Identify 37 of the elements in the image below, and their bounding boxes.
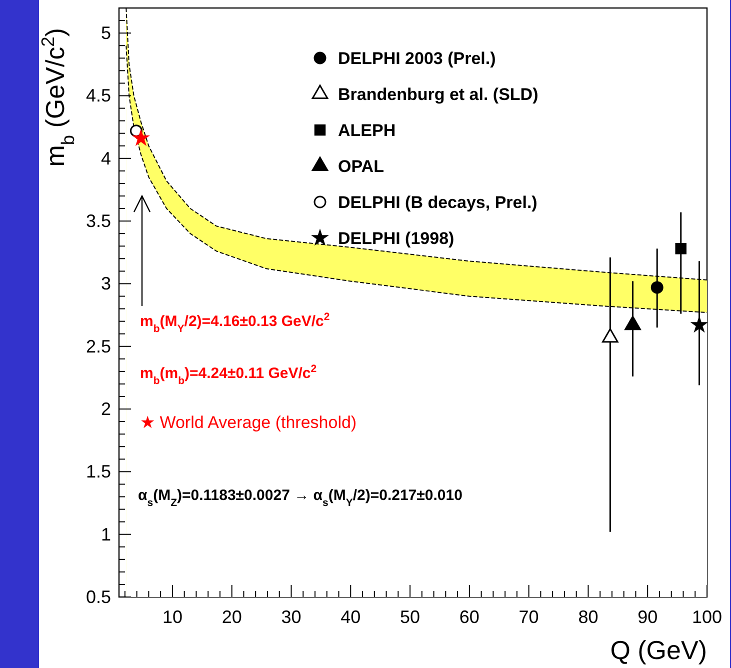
legend-label: Brandenburg et al. (SLD) [338,85,538,104]
point [692,317,707,332]
y-tick-label: 2 [100,399,111,420]
annotation: ★ World Average (threshold) [140,413,357,432]
point [134,130,148,145]
y-tick-label: 2.5 [86,336,111,356]
y-tick-label: 4.5 [86,86,111,106]
y-tick-label: 0.5 [86,587,111,607]
x-tick-label: 60 [459,607,480,627]
x-tick-label: 30 [281,607,302,627]
x-tick-label: 50 [400,607,420,627]
legend-label: ALEPH [338,121,396,140]
point [675,242,686,254]
legend-label: OPAL [338,157,384,176]
legend-label: DELPHI (1998) [338,229,454,248]
x-tick-label: 20 [222,607,242,627]
y-tick-label: 1 [100,524,111,544]
point [650,281,664,294]
x-tick-label: 80 [578,607,598,627]
annotation: m$_{b}$(M$_{Υ}$/2)=4.16±0.13 GeV/c$^{2}$ [140,311,330,335]
annotation: m$_{b}$(m$_{b}$)=4.24±0.11 GeV/c$^{2}$ [140,363,317,387]
y-tick-label: 5 [100,23,111,44]
x-tick-label: 10 [162,607,182,627]
legend-label: DELPHI (B decays, Prel.) [338,193,538,212]
y-tick-label: 3 [100,274,111,294]
x-tick-label: 100 [692,607,722,627]
x-axis-title: Q (GeV) [610,635,707,665]
point [602,328,618,343]
legend-label: DELPHI 2003 (Prel.) [338,49,496,68]
point [624,316,641,330]
y-tick-label: 4 [100,148,111,168]
x-tick-label: 70 [518,607,539,627]
x-tick-label: 90 [638,607,658,627]
text: α$_{s}$(M$_{Z}$)=0.1183±0.0027 → α$_{s}$(M$_{Υ}$/2)=0.217±0.010 [138,487,462,509]
y-tick-label: 3.5 [86,211,111,232]
y-tick-label: 1.5 [86,462,111,482]
x-tick-label: 40 [340,607,361,627]
